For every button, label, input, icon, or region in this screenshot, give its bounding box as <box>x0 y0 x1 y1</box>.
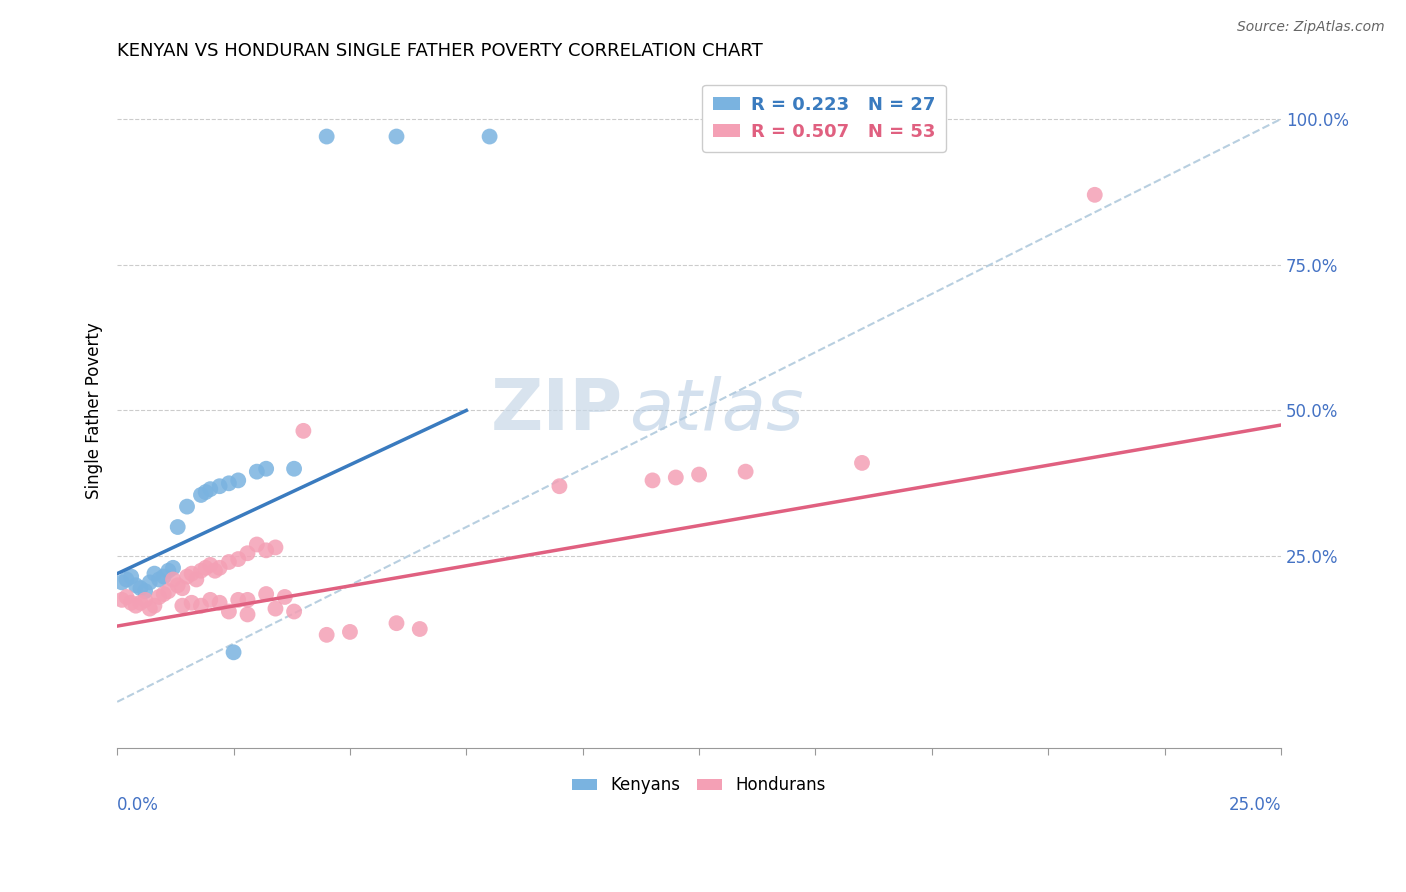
Point <box>385 129 408 144</box>
Point <box>194 485 217 500</box>
Point <box>264 541 287 555</box>
Point <box>254 461 277 475</box>
Point <box>152 569 174 583</box>
Point <box>176 569 198 583</box>
Point <box>204 564 226 578</box>
Point <box>162 561 184 575</box>
Point <box>236 592 259 607</box>
Legend: Kenyans, Hondurans: Kenyans, Hondurans <box>565 770 832 801</box>
Point <box>166 520 188 534</box>
Text: 0.0%: 0.0% <box>117 796 159 814</box>
Point <box>162 573 184 587</box>
Point <box>283 605 305 619</box>
Point <box>246 465 269 479</box>
Point <box>236 607 259 622</box>
Point <box>194 561 217 575</box>
Point <box>180 566 202 581</box>
Point <box>665 470 688 484</box>
Point <box>148 573 170 587</box>
Text: atlas: atlas <box>630 376 804 445</box>
Point <box>218 476 240 491</box>
Point <box>246 537 269 551</box>
Text: Source: ZipAtlas.com: Source: ZipAtlas.com <box>1237 20 1385 34</box>
Point <box>125 599 148 613</box>
Point <box>134 592 156 607</box>
Point <box>148 590 170 604</box>
Point <box>152 587 174 601</box>
Point <box>120 569 142 583</box>
Point <box>236 546 259 560</box>
Point <box>129 596 152 610</box>
Point <box>315 628 337 642</box>
Point <box>385 616 408 631</box>
Point <box>139 601 162 615</box>
Point <box>478 129 501 144</box>
Text: 25.0%: 25.0% <box>1229 796 1281 814</box>
Point <box>190 564 212 578</box>
Point <box>851 456 873 470</box>
Point <box>200 558 222 572</box>
Text: ZIP: ZIP <box>491 376 623 445</box>
Point <box>222 645 245 659</box>
Point <box>315 129 337 144</box>
Point <box>139 575 162 590</box>
Point <box>218 605 240 619</box>
Point <box>734 465 756 479</box>
Point <box>218 555 240 569</box>
Point <box>409 622 432 636</box>
Point <box>176 500 198 514</box>
Point <box>200 592 222 607</box>
Point <box>157 584 180 599</box>
Point <box>1084 187 1107 202</box>
Point <box>339 624 361 639</box>
Point <box>120 596 142 610</box>
Point <box>180 596 202 610</box>
Point <box>283 461 305 475</box>
Point <box>186 573 208 587</box>
Point <box>226 474 249 488</box>
Point <box>166 578 188 592</box>
Point <box>157 564 180 578</box>
Point <box>129 581 152 595</box>
Text: KENYAN VS HONDURAN SINGLE FATHER POVERTY CORRELATION CHART: KENYAN VS HONDURAN SINGLE FATHER POVERTY… <box>117 42 763 60</box>
Point <box>200 482 222 496</box>
Point <box>254 543 277 558</box>
Point <box>111 592 134 607</box>
Y-axis label: Single Father Poverty: Single Father Poverty <box>86 322 103 499</box>
Point <box>172 599 194 613</box>
Point <box>226 552 249 566</box>
Point <box>548 479 571 493</box>
Point <box>134 584 156 599</box>
Point <box>125 578 148 592</box>
Point <box>115 573 138 587</box>
Point <box>688 467 710 482</box>
Point <box>254 587 277 601</box>
Point <box>226 592 249 607</box>
Point <box>292 424 315 438</box>
Point <box>208 479 231 493</box>
Point <box>172 581 194 595</box>
Point <box>208 596 231 610</box>
Point <box>115 590 138 604</box>
Point <box>190 599 212 613</box>
Point <box>641 474 664 488</box>
Point <box>111 575 134 590</box>
Point <box>264 601 287 615</box>
Point <box>143 566 166 581</box>
Point <box>143 599 166 613</box>
Point <box>190 488 212 502</box>
Point <box>208 561 231 575</box>
Point <box>274 590 297 604</box>
